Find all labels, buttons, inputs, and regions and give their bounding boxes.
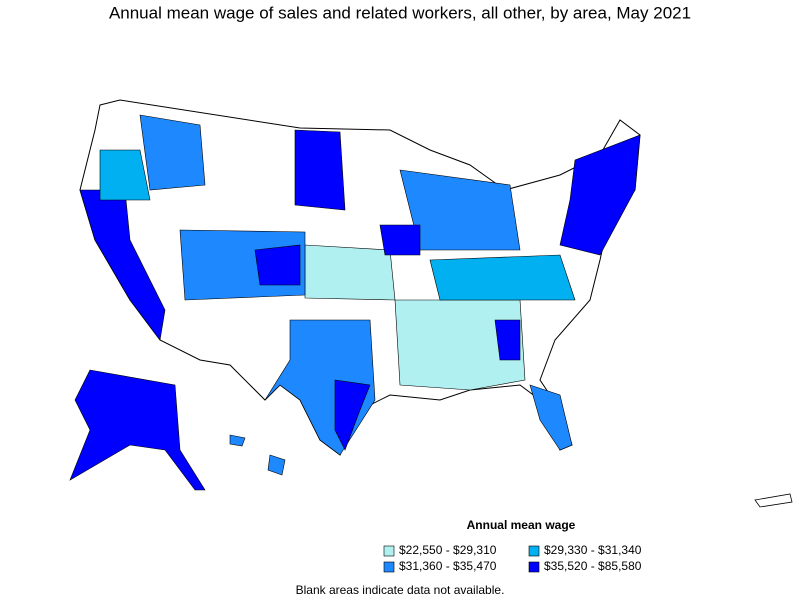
puerto-rico [754,493,793,508]
legend-swatch [383,545,395,557]
legend-swatch [528,561,540,573]
legend-swatch [528,545,540,557]
legend-label: $22,550 - $29,310 [399,543,497,557]
hawaii [229,434,246,447]
region [379,224,421,256]
region [529,384,573,451]
legend-label: $29,330 - $31,340 [544,543,642,557]
region [139,114,206,191]
region [494,319,521,361]
legend: $22,550 - $29,310 $29,330 - $31,340 $31,36… [383,543,642,573]
region [294,129,346,211]
region [99,149,151,201]
region [304,244,396,301]
region [559,134,641,256]
region [429,254,576,301]
footnote: Blank areas indicate data not available. [296,583,505,597]
alaska [69,369,206,491]
region [399,169,521,251]
legend-label: $35,520 - $85,580 [544,559,642,573]
legend-label: $31,360 - $35,470 [399,559,497,573]
map [69,99,793,508]
region [334,379,371,451]
legend-swatch [383,561,395,573]
legend-title: Annual mean wage [467,518,576,532]
hawaii [267,454,286,476]
map-title: Annual mean wage of sales and related wo… [109,3,691,22]
region [254,244,301,286]
